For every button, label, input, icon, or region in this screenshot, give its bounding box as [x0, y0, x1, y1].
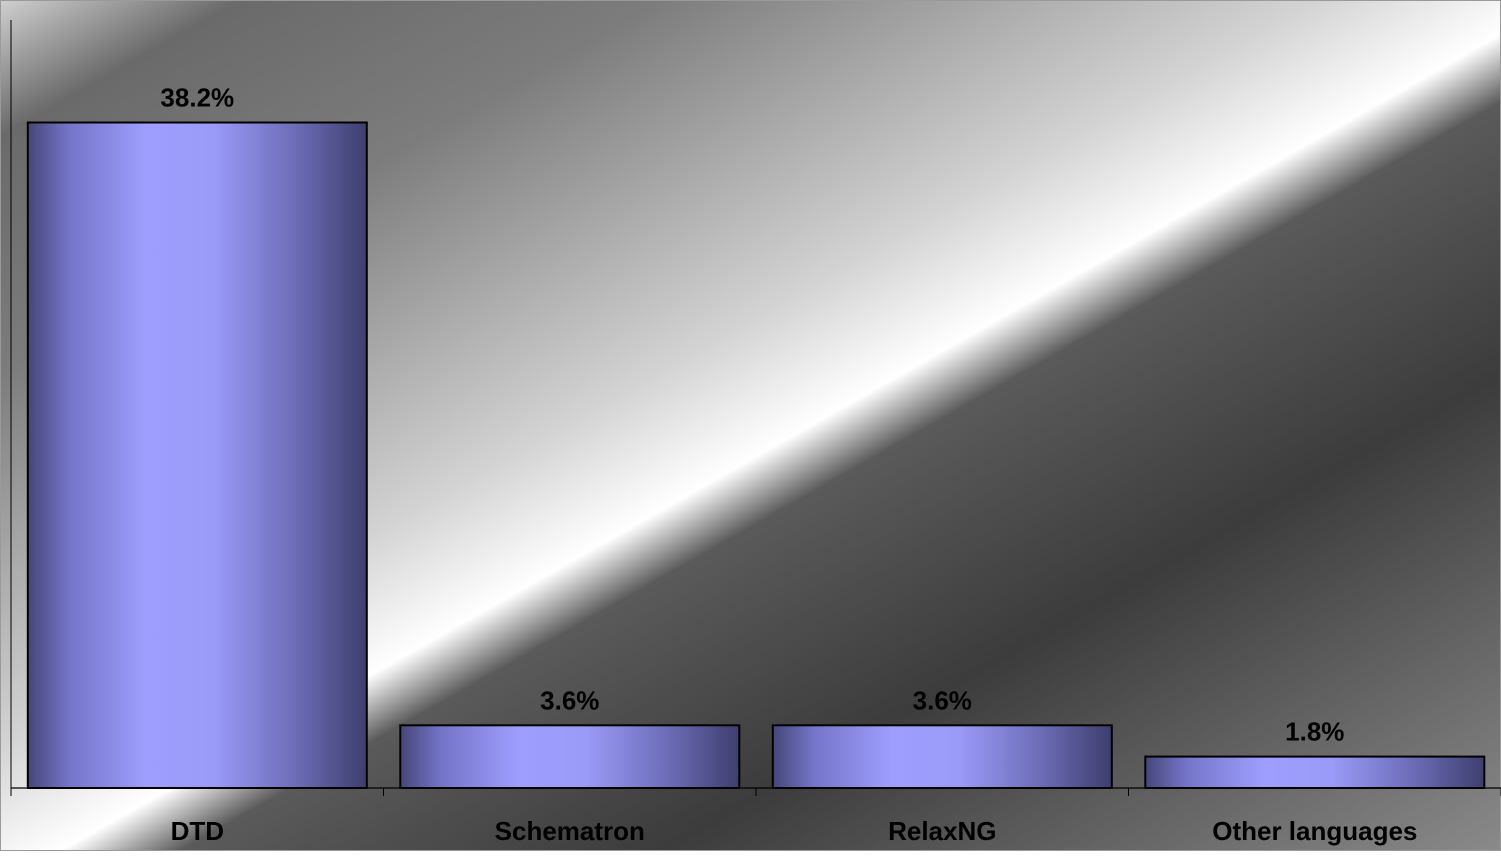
data-label: 1.8% — [1285, 717, 1344, 747]
x-tick-labels-layer: DTD Schematron RelaxNG Other languages — [171, 816, 1418, 846]
bar-schematron — [399, 724, 741, 789]
bars-layer — [26, 121, 1486, 789]
x-tick-label: DTD — [171, 816, 224, 846]
data-label: 3.6% — [913, 685, 972, 715]
data-label: 3.6% — [540, 685, 599, 715]
x-tick-label: Schematron — [495, 816, 645, 846]
x-tick-label: RelaxNG — [888, 816, 996, 846]
bar-dtd — [26, 121, 368, 789]
x-tick-label: Other languages — [1212, 816, 1417, 846]
bar-other-languages — [1144, 755, 1486, 789]
data-labels-layer: 38.2% 3.6% 3.6% 1.8% — [160, 83, 1344, 747]
bar-relaxng — [771, 724, 1113, 789]
data-label: 38.2% — [160, 83, 234, 113]
x-ticks-layer — [10, 788, 1501, 796]
